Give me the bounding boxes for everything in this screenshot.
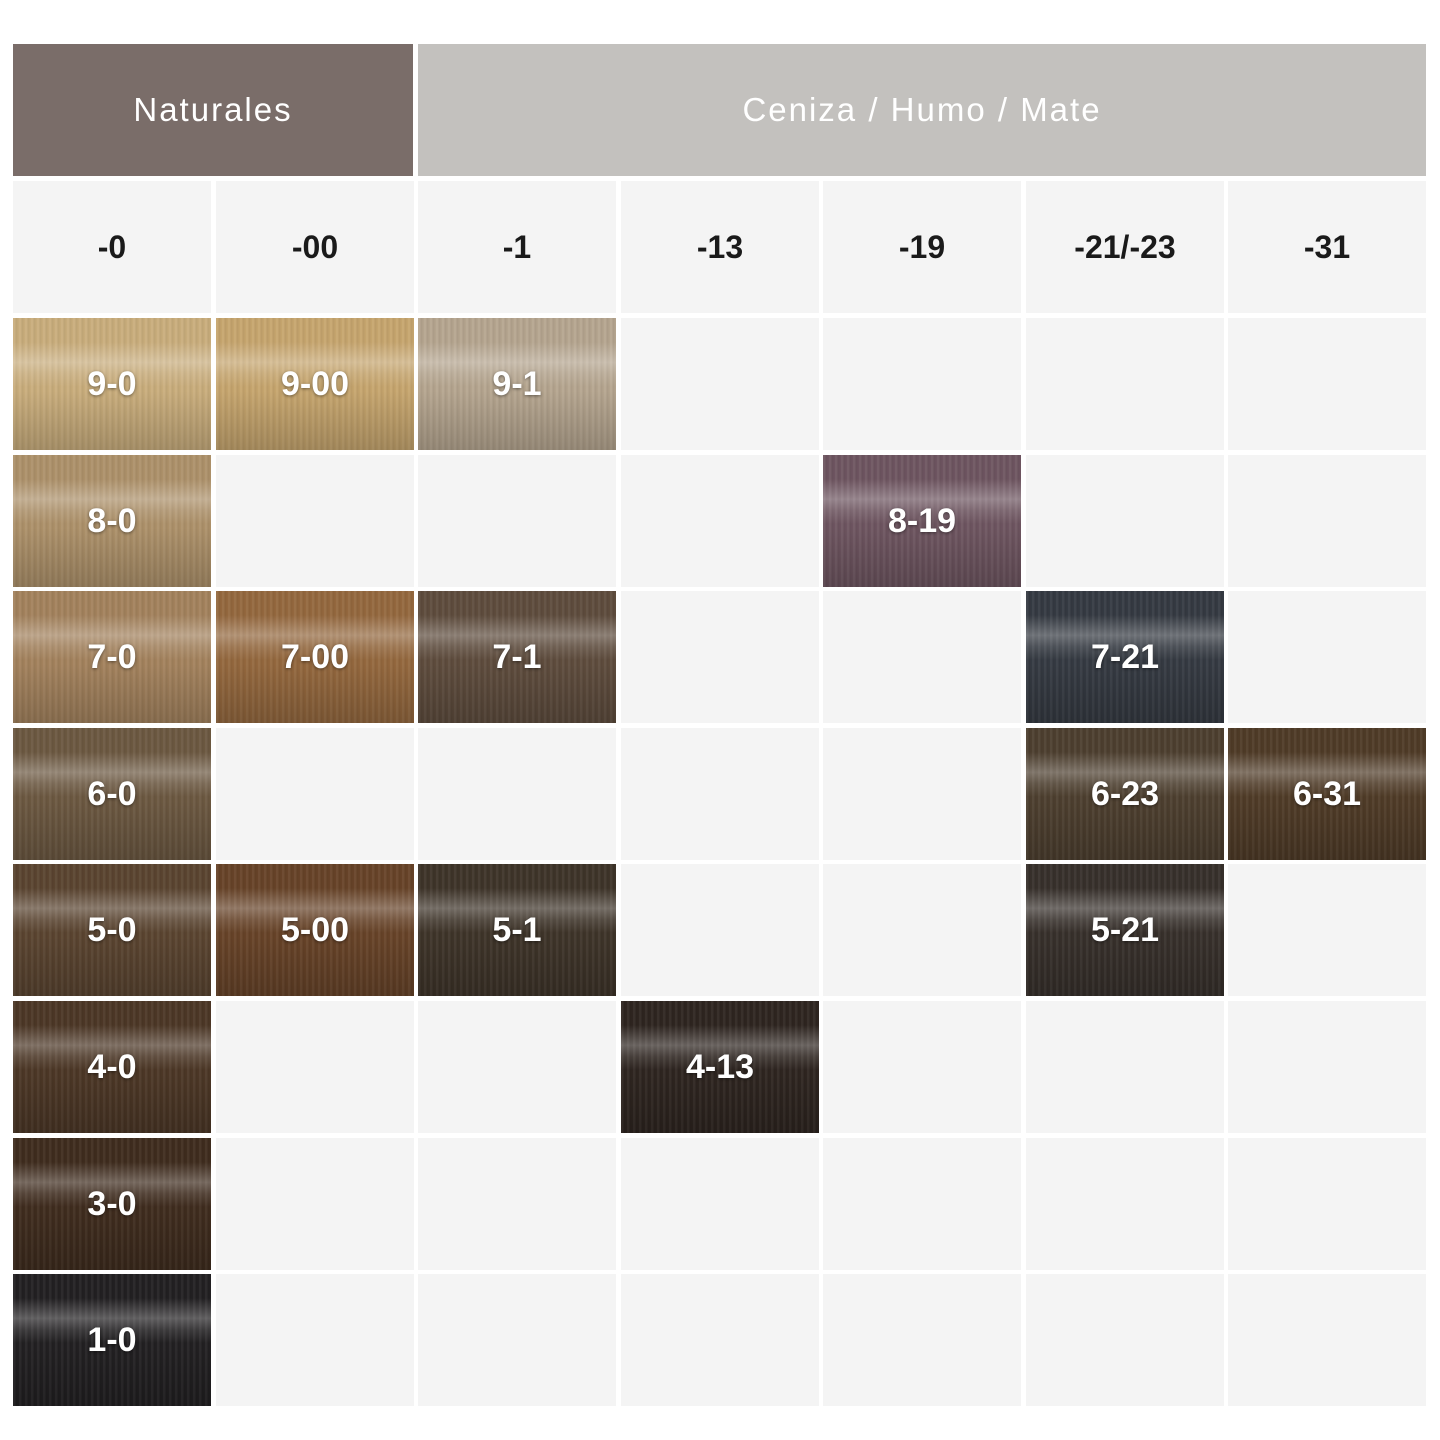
swatch-label: 4-13 <box>685 1047 755 1086</box>
grid-cell <box>418 1274 616 1406</box>
grid-cell <box>418 1138 616 1270</box>
grid-cell <box>823 1138 1021 1270</box>
color-swatch[interactable]: 7-0 <box>13 591 211 723</box>
grid-cell <box>823 1001 1021 1133</box>
swatch-label: 5-1 <box>492 910 542 949</box>
column-header: -31 <box>1228 181 1426 313</box>
grid-cell <box>621 318 819 450</box>
grid-cell <box>1026 455 1224 587</box>
grid-cell <box>1228 591 1426 723</box>
color-swatch[interactable]: 5-1 <box>418 864 616 996</box>
grid-cell <box>823 1274 1021 1406</box>
swatch-label: 7-00 <box>280 637 350 676</box>
group-header-naturales: Naturales <box>13 44 413 176</box>
swatch-label: 5-21 <box>1090 910 1160 949</box>
color-swatch[interactable]: 8-19 <box>823 455 1021 587</box>
swatch-label: 8-0 <box>87 501 137 540</box>
grid-cell <box>823 591 1021 723</box>
column-header: -1 <box>418 181 616 313</box>
grid-cell <box>1026 1274 1224 1406</box>
swatch-label: 9-1 <box>492 364 542 403</box>
color-swatch[interactable]: 7-00 <box>216 591 414 723</box>
grid-cell <box>621 728 819 860</box>
color-swatch[interactable]: 7-1 <box>418 591 616 723</box>
grid-cell <box>216 1001 414 1133</box>
swatch-label: 3-0 <box>87 1184 137 1223</box>
column-header: -0 <box>13 181 211 313</box>
swatch-label: 5-00 <box>280 910 350 949</box>
grid-cell <box>1228 318 1426 450</box>
color-swatch[interactable]: 8-0 <box>13 455 211 587</box>
grid-cell <box>418 728 616 860</box>
color-swatch[interactable]: 5-00 <box>216 864 414 996</box>
grid-cell <box>1026 1138 1224 1270</box>
color-swatch[interactable]: 9-00 <box>216 318 414 450</box>
grid-cell <box>1228 1274 1426 1406</box>
column-header: -13 <box>621 181 819 313</box>
hair-color-chart: Naturales Ceniza / Humo / Mate -0 -00 -1 -1… <box>13 44 1426 1406</box>
column-header: -00 <box>216 181 414 313</box>
color-swatch[interactable]: 5-0 <box>13 864 211 996</box>
column-header: -19 <box>823 181 1021 313</box>
swatch-label: 6-31 <box>1292 774 1362 813</box>
grid-cell <box>1026 1001 1224 1133</box>
grid-cell <box>418 1001 616 1133</box>
swatch-label: 6-0 <box>87 774 137 813</box>
color-swatch[interactable]: 3-0 <box>13 1138 211 1270</box>
color-swatch[interactable]: 6-23 <box>1026 728 1224 860</box>
swatch-label: 4-0 <box>87 1047 137 1086</box>
grid-cell <box>621 1274 819 1406</box>
grid-cell <box>1026 318 1224 450</box>
color-swatch[interactable]: 4-0 <box>13 1001 211 1133</box>
grid-cell <box>1228 455 1426 587</box>
grid-cell <box>823 864 1021 996</box>
grid-cell <box>216 1274 414 1406</box>
grid-cell <box>823 318 1021 450</box>
grid-cell <box>1228 864 1426 996</box>
swatch-label: 8-19 <box>887 501 957 540</box>
swatch-label: 7-21 <box>1090 637 1160 676</box>
swatch-label: 7-1 <box>492 637 542 676</box>
color-swatch[interactable]: 6-31 <box>1228 728 1426 860</box>
color-swatch[interactable]: 9-1 <box>418 318 616 450</box>
swatch-label: 5-0 <box>87 910 137 949</box>
color-swatch[interactable]: 5-21 <box>1026 864 1224 996</box>
grid-cell <box>1228 1001 1426 1133</box>
grid-cell <box>418 455 616 587</box>
grid-cell <box>621 455 819 587</box>
column-header: -21/-23 <box>1026 181 1224 313</box>
grid-cell <box>621 591 819 723</box>
grid-cell <box>823 728 1021 860</box>
grid-cell <box>216 455 414 587</box>
grid-cell <box>621 864 819 996</box>
color-swatch[interactable]: 9-0 <box>13 318 211 450</box>
color-swatch[interactable]: 7-21 <box>1026 591 1224 723</box>
grid-cell <box>216 1138 414 1270</box>
color-swatch[interactable]: 4-13 <box>621 1001 819 1133</box>
swatch-label: 6-23 <box>1090 774 1160 813</box>
swatch-label: 9-0 <box>87 364 137 403</box>
grid-cell <box>216 728 414 860</box>
swatch-label: 7-0 <box>87 637 137 676</box>
color-swatch[interactable]: 6-0 <box>13 728 211 860</box>
color-swatch[interactable]: 1-0 <box>13 1274 211 1406</box>
swatch-label: 1-0 <box>87 1320 137 1359</box>
grid-cell <box>621 1138 819 1270</box>
group-header-ceniza: Ceniza / Humo / Mate <box>418 44 1426 176</box>
grid-cell <box>1228 1138 1426 1270</box>
swatch-label: 9-00 <box>280 364 350 403</box>
